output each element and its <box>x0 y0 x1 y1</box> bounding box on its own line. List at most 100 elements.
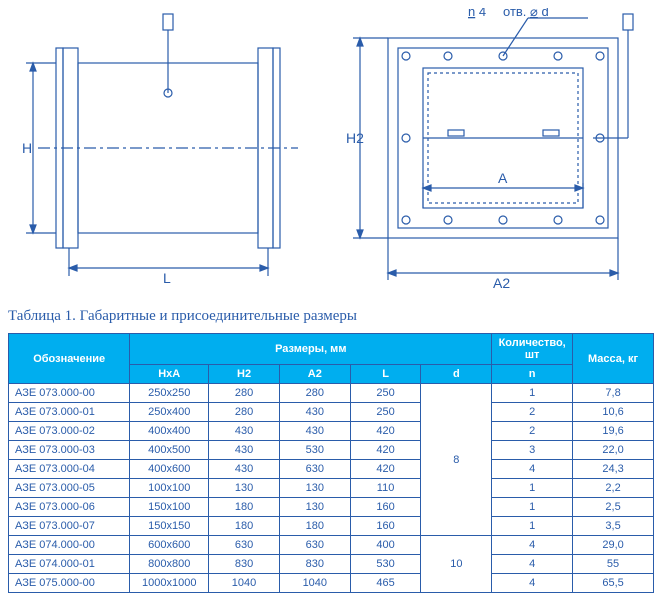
cell-code: АЗЕ 073.000-01 <box>9 403 130 422</box>
cell-A2: 830 <box>279 555 350 574</box>
diagram-left: H L <box>8 8 308 288</box>
cell-L: 420 <box>350 441 421 460</box>
cell-HxA: 400х400 <box>130 422 209 441</box>
table-row: АЗЕ 073.000-02400х400430430420219,6 <box>9 422 654 441</box>
th-designation: Обозначение <box>9 334 130 384</box>
table-row: АЗЕ 073.000-05100х10013013011012,2 <box>9 479 654 498</box>
cell-HxA: 400х500 <box>130 441 209 460</box>
cell-n: 1 <box>492 384 573 403</box>
th-n: n <box>492 365 573 384</box>
table-row: АЗЕ 073.000-00250х250280280250817,8 <box>9 384 654 403</box>
cell-HxA: 150х100 <box>130 498 209 517</box>
svg-text:n 4: n 4 <box>468 8 486 19</box>
cell-code: АЗЕ 074.000-01 <box>9 555 130 574</box>
cell-code: АЗЕ 073.000-02 <box>9 422 130 441</box>
cell-n: 4 <box>492 555 573 574</box>
cell-mass: 10,6 <box>573 403 654 422</box>
cell-H2: 830 <box>209 555 280 574</box>
dim-H: H <box>22 140 32 156</box>
cell-mass: 24,3 <box>573 460 654 479</box>
cell-L: 400 <box>350 536 421 555</box>
cell-n: 4 <box>492 460 573 479</box>
cell-L: 110 <box>350 479 421 498</box>
cell-n: 1 <box>492 479 573 498</box>
cell-L: 420 <box>350 422 421 441</box>
cell-n: 2 <box>492 422 573 441</box>
th-d: d <box>421 365 492 384</box>
dim-A2: A2 <box>493 275 510 291</box>
dim-L: L <box>163 270 171 286</box>
table-row: АЗЕ 073.000-04400х600430630420424,3 <box>9 460 654 479</box>
cell-mass: 7,8 <box>573 384 654 403</box>
th-HxA: HxA <box>130 365 209 384</box>
hole-annotation: n 4 отв. ⌀ d <box>468 8 549 19</box>
cell-mass: 55 <box>573 555 654 574</box>
dim-H2: H2 <box>346 130 364 146</box>
table-row: АЗЕ 073.000-03400х500430530420322,0 <box>9 441 654 460</box>
th-sizes: Размеры, мм <box>130 334 492 365</box>
cell-L: 160 <box>350 517 421 536</box>
cell-A2: 130 <box>279 479 350 498</box>
cell-L: 420 <box>350 460 421 479</box>
table-row: АЗЕ 073.000-01250х400280430250 210,6 <box>9 403 654 422</box>
th-H2: H2 <box>209 365 280 384</box>
cell-H2: 130 <box>209 479 280 498</box>
cell-mass: 22,0 <box>573 441 654 460</box>
cell-A2: 180 <box>279 517 350 536</box>
cell-L: 160 <box>350 498 421 517</box>
cell-A2: 430 <box>279 422 350 441</box>
cell-L: 530 <box>350 555 421 574</box>
cell-code: АЗЕ 075.000-00 <box>9 574 130 593</box>
table-row: АЗЕ 073.000-07150х15018018016013,5 <box>9 517 654 536</box>
cell-mass: 29,0 <box>573 536 654 555</box>
cell-A2: 630 <box>279 536 350 555</box>
cell-code: АЗЕ 073.000-00 <box>9 384 130 403</box>
cell-mass: 65,5 <box>573 574 654 593</box>
cell-n: 1 <box>492 498 573 517</box>
cell-A2: 430 <box>279 403 350 422</box>
cell-n: 2 <box>492 403 573 422</box>
cell-HxA: 250х400 <box>130 403 209 422</box>
cell-H2: 630 <box>209 536 280 555</box>
cell-A2: 130 <box>279 498 350 517</box>
cell-n: 1 <box>492 517 573 536</box>
cell-H2: 430 <box>209 422 280 441</box>
th-A2: A2 <box>279 365 350 384</box>
cell-A2: 630 <box>279 460 350 479</box>
cell-H2: 430 <box>209 460 280 479</box>
cell-mass: 3,5 <box>573 517 654 536</box>
th-L: L <box>350 365 421 384</box>
cell-L: 250 <box>350 403 421 422</box>
cell-A2: 530 <box>279 441 350 460</box>
cell-n: 4 <box>492 574 573 593</box>
cell-L: 250 <box>350 384 421 403</box>
cell-H2: 1040 <box>209 574 280 593</box>
cell-code: АЗЕ 074.000-00 <box>9 536 130 555</box>
cell-mass: 2,2 <box>573 479 654 498</box>
cell-L: 465 <box>350 574 421 593</box>
cell-HxA: 150х150 <box>130 517 209 536</box>
cell-code: АЗЕ 073.000-03 <box>9 441 130 460</box>
cell-HxA: 100х100 <box>130 479 209 498</box>
dimensions-table: Обозначение Размеры, мм Количество, шт М… <box>8 333 654 593</box>
cell-H2: 280 <box>209 403 280 422</box>
dim-A: A <box>498 170 508 186</box>
cell-H2: 180 <box>209 498 280 517</box>
cell-H2: 180 <box>209 517 280 536</box>
cell-n: 4 <box>492 536 573 555</box>
table-row: АЗЕ 073.000-06150х10018013016012,5 <box>9 498 654 517</box>
cell-A2: 280 <box>279 384 350 403</box>
cell-code: АЗЕ 073.000-07 <box>9 517 130 536</box>
table-row: АЗЕ 074.000-01800х800830830530455 <box>9 555 654 574</box>
cell-HxA: 600х600 <box>130 536 209 555</box>
cell-HxA: 250х250 <box>130 384 209 403</box>
cell-code: АЗЕ 073.000-05 <box>9 479 130 498</box>
cell-d: 10 <box>421 536 492 593</box>
cell-mass: 19,6 <box>573 422 654 441</box>
svg-text:отв. ⌀ d: отв. ⌀ d <box>503 8 549 19</box>
diagram-right: H2 A A2 n 4 отв. ⌀ d <box>328 8 648 298</box>
table-caption: Таблица 1. Габаритные и присоединительны… <box>8 308 654 325</box>
cell-H2: 430 <box>209 441 280 460</box>
cell-HxA: 400х600 <box>130 460 209 479</box>
cell-A2: 1040 <box>279 574 350 593</box>
